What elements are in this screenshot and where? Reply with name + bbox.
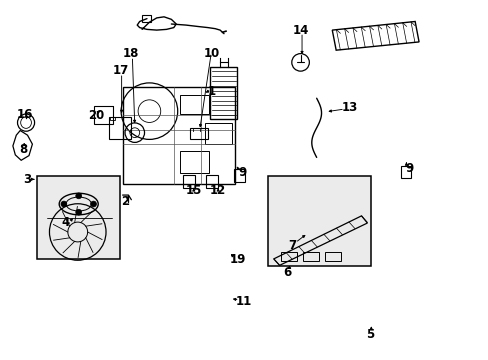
Bar [210,67,237,119]
Text: 5: 5 [365,328,373,341]
Bar [109,117,131,139]
Text: 9: 9 [238,166,246,179]
Bar [110,117,115,120]
Bar [189,128,208,139]
Text: 4: 4 [61,216,69,229]
Text: 2: 2 [121,195,129,208]
Text: 11: 11 [235,295,251,308]
Text: 9: 9 [405,162,412,175]
Text: 7: 7 [287,239,296,252]
Text: 13: 13 [341,101,357,114]
Text: 10: 10 [203,47,219,60]
Text: 15: 15 [185,184,202,197]
Bar [183,175,195,188]
Bar [205,123,232,144]
Bar [400,166,410,178]
Bar [180,151,209,173]
Text: 14: 14 [292,24,308,37]
Text: 20: 20 [88,109,104,122]
Bar [122,87,234,184]
Bar [281,252,296,261]
Bar [37,176,120,259]
Circle shape [76,193,81,199]
Circle shape [76,209,81,215]
Text: 16: 16 [17,108,33,121]
Text: 18: 18 [122,47,138,60]
Text: 3: 3 [23,173,31,186]
Bar [142,15,151,22]
Bar [205,175,218,188]
Text: 6: 6 [283,266,291,279]
Text: 8: 8 [19,143,27,156]
Circle shape [90,201,96,207]
Bar [233,169,244,182]
Bar [267,176,370,266]
Bar [94,107,113,125]
Text: 12: 12 [210,184,226,197]
Bar [325,252,340,261]
Circle shape [61,201,67,207]
Text: 1: 1 [207,85,215,98]
Text: 17: 17 [112,64,128,77]
Bar [180,95,209,114]
Bar [303,252,318,261]
Text: 19: 19 [229,253,245,266]
